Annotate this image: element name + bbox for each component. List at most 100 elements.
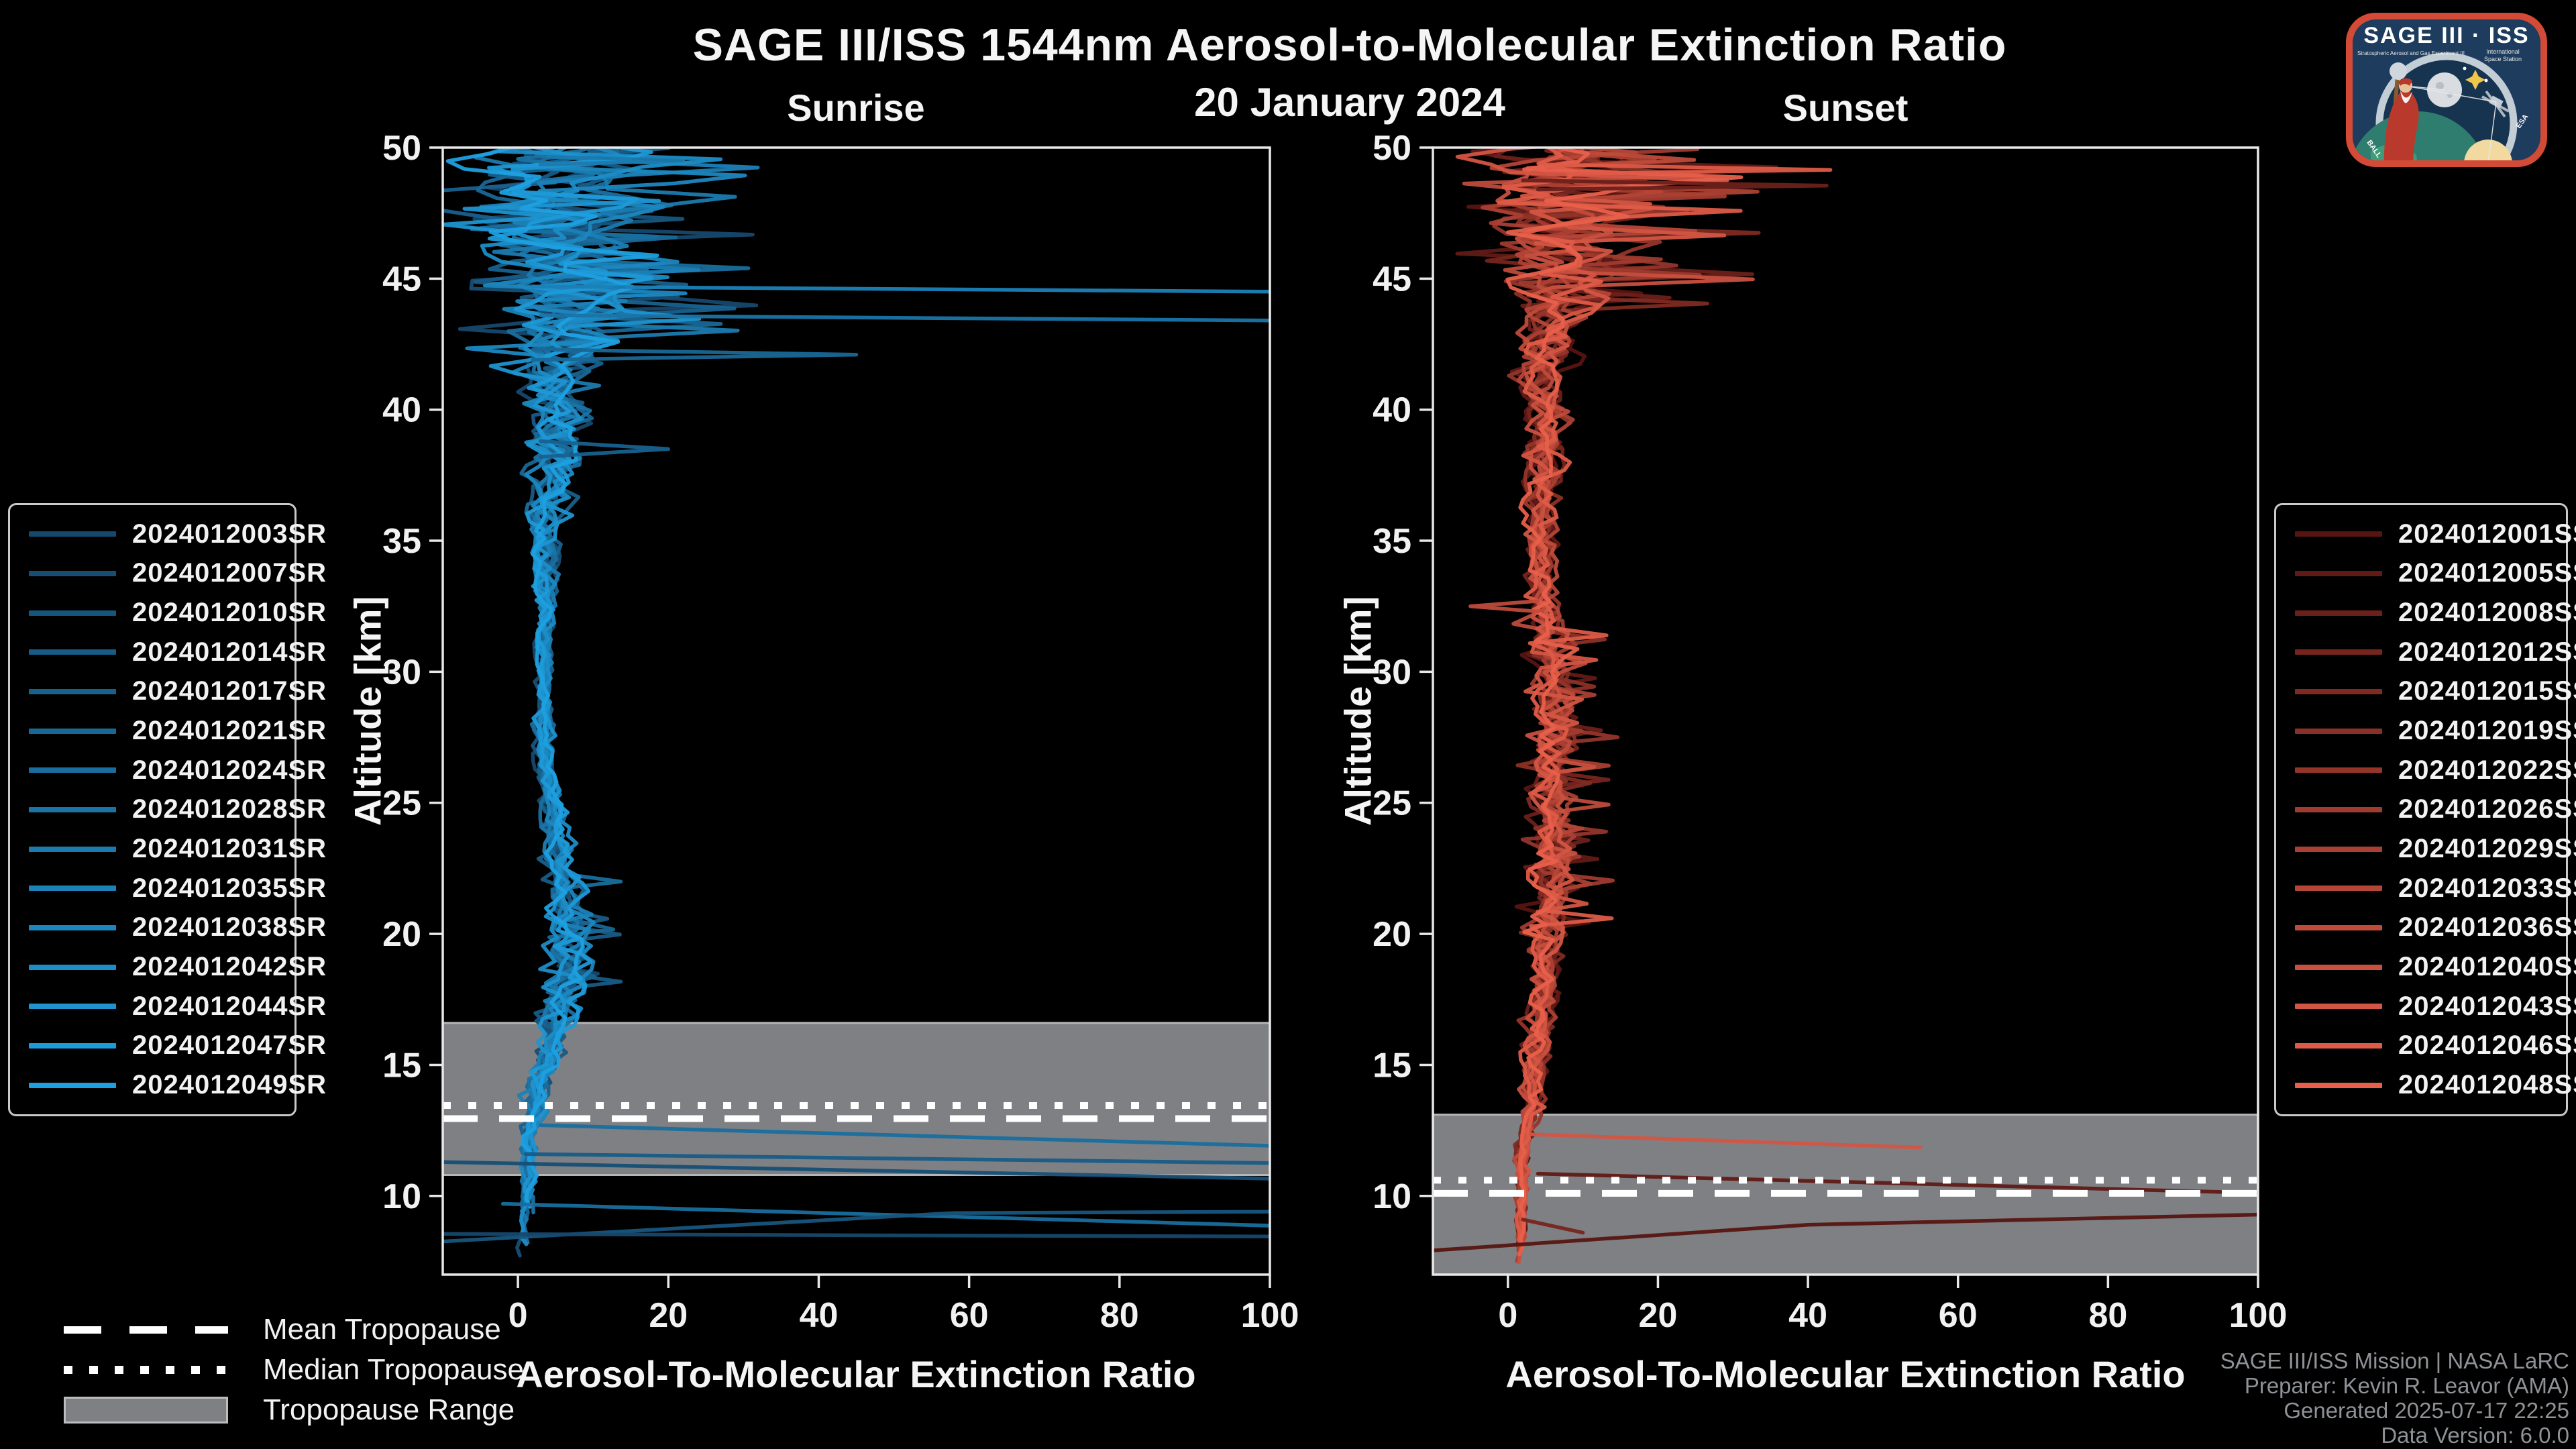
y-tick-label: 35 <box>1373 522 1411 561</box>
legend-item: 2024012017SR <box>29 676 326 706</box>
y-tick-label: 20 <box>1373 915 1411 954</box>
legend-line-swatch <box>29 649 116 655</box>
sage-iii-iss-logo: SAGE III · ISS Stratospheric Aerosol and… <box>2346 13 2547 167</box>
y-tick-label: 45 <box>1373 260 1411 299</box>
legend-line-swatch <box>2295 1042 2382 1049</box>
legend-line-swatch <box>2295 570 2382 576</box>
legend-line-swatch <box>29 924 116 930</box>
legend-item: 2024012024SR <box>29 755 326 786</box>
attribution-line-3: Generated 2025-07-17 22:25 <box>2284 1398 2569 1423</box>
legend-item: 2024012047SR <box>29 1030 326 1061</box>
profile-excursion <box>1468 599 1540 614</box>
y-tick-label: 50 <box>382 129 421 168</box>
legend-item: 2024012026SS <box>2295 794 2576 824</box>
profile-excursion <box>1433 1212 2258 1252</box>
logo-staff-orb <box>2390 62 2407 80</box>
legend-item: 2024012036SS <box>2295 912 2576 943</box>
profile-excursion <box>538 1123 1270 1148</box>
x-tick-label: 100 <box>1241 1296 1299 1335</box>
profile-2024012048SS <box>1505 148 1743 1256</box>
tropopause-range-swatch <box>64 1397 228 1424</box>
profile-excursion <box>443 1232 1270 1238</box>
legend-label: 2024012017SR <box>132 676 327 706</box>
x-tick-label: 60 <box>950 1296 989 1335</box>
legend-item: 2024012038SR <box>29 912 326 943</box>
profile-excursion <box>1543 162 1833 176</box>
y-tick-label: 20 <box>382 915 421 954</box>
legend-label: 2024012035SR <box>132 873 327 903</box>
legend-label: 2024012019SS <box>2398 716 2576 746</box>
y-tick-label: 25 <box>1373 784 1411 823</box>
legend-label: 2024012040SS <box>2398 952 2576 982</box>
legend-line-swatch <box>29 885 116 892</box>
legend-label: 2024012047SR <box>132 1030 327 1061</box>
legend-line-swatch <box>29 531 116 537</box>
y-tick-label: 10 <box>382 1177 421 1216</box>
legend-line-swatch <box>2295 924 2382 930</box>
profile-2024012005SS <box>1455 148 1779 1263</box>
profile-excursion <box>538 439 671 459</box>
profile-excursion <box>1528 1132 1923 1150</box>
legend-label: 2024012036SS <box>2398 912 2576 943</box>
page-title: SAGE III/ISS 1544nm Aerosol-to-Molecular… <box>692 19 2007 70</box>
x-tick-label: 80 <box>2088 1296 2127 1335</box>
legend-label: 2024012007SR <box>132 558 327 588</box>
legend-label: 2024012049SR <box>132 1070 327 1100</box>
x-tick-label: 40 <box>800 1296 839 1335</box>
legend-item: 2024012044SR <box>29 991 326 1022</box>
legend-label: 2024012042SR <box>132 952 327 982</box>
legend-line-swatch <box>29 846 116 852</box>
legend-label: 2024012014SR <box>132 637 327 667</box>
legend-item-tropopause-range: Tropopause Range <box>64 1393 515 1426</box>
panel-sunrise: 0 20 40 60 80 100 10 15 20 25 30 35 40 45 50 <box>382 129 1299 1335</box>
legend-line-swatch <box>29 1004 116 1010</box>
legend-line-swatch <box>2295 1004 2382 1010</box>
legend-line-swatch <box>29 964 116 970</box>
logo-star-dot <box>2463 66 2467 70</box>
legend-item: 2024012001SS <box>2295 519 2576 549</box>
legend-label: 2024012003SR <box>132 519 327 549</box>
x-tick-label: 0 <box>1498 1296 1517 1335</box>
profile-excursion <box>531 284 1270 294</box>
legend-item: 2024012005SS <box>2295 558 2576 588</box>
legend-item: 2024012008SS <box>2295 598 2576 628</box>
legend-item: 2024012040SS <box>2295 952 2576 982</box>
logo-figure-robe <box>2383 90 2419 160</box>
legend-line-swatch <box>2295 610 2382 616</box>
legend-line-swatch <box>2295 964 2382 970</box>
y-tick-label: 10 <box>1373 1177 1411 1216</box>
legend-line-swatch <box>2295 1082 2382 1088</box>
legend-sunset: 2024012001SS 2024012005SS 2024012008SS 2024… <box>2274 503 2576 1116</box>
legend-line-swatch <box>29 688 116 694</box>
profile-excursion <box>531 347 859 362</box>
x-tick-label: 20 <box>1639 1296 1678 1335</box>
panel-sunset: 0 20 40 60 80 100 10 15 20 25 30 35 40 45 50 <box>1373 129 2287 1335</box>
x-axis-label-sunset: Aerosol-To-Molecular Extinction Ratio <box>1505 1353 2186 1395</box>
legend-label: 2024012044SR <box>132 991 327 1021</box>
legend-label: 2024012001SS <box>2398 519 2576 549</box>
legend-label: 2024012015SS <box>2398 676 2576 706</box>
legend-line-swatch <box>2295 688 2382 694</box>
profile-excursion <box>1536 1171 2258 1195</box>
legend-item: 2024012035SR <box>29 873 326 904</box>
legend-label: 2024012008SS <box>2398 598 2576 628</box>
y-axis-label-sunset: Altitude [km] <box>1336 596 1379 826</box>
y-tick-label: 40 <box>1373 391 1411 430</box>
logo-right-subtext-2: Space Station <box>2484 56 2522 62</box>
x-tick-label: 40 <box>1788 1296 1827 1335</box>
y-tick-label: 50 <box>1373 129 1411 168</box>
logo-figure-beard <box>2400 90 2412 103</box>
profile-excursion <box>443 1210 1270 1244</box>
y-tick-label: 40 <box>382 391 421 430</box>
legend-item: 2024012049SR <box>29 1070 326 1100</box>
logo-star-dot <box>2484 78 2488 83</box>
profile-lines-sunrise <box>443 148 1270 1258</box>
x-tick-label: 60 <box>1939 1296 1978 1335</box>
legend-label: 2024012024SR <box>132 755 327 785</box>
legend-item: 2024012019SS <box>2295 716 2576 746</box>
median-tropopause-label: Median Tropopause <box>263 1353 524 1386</box>
logo-figure-hood <box>2399 78 2412 86</box>
mean-tropopause-label: Mean Tropopause <box>263 1313 501 1346</box>
